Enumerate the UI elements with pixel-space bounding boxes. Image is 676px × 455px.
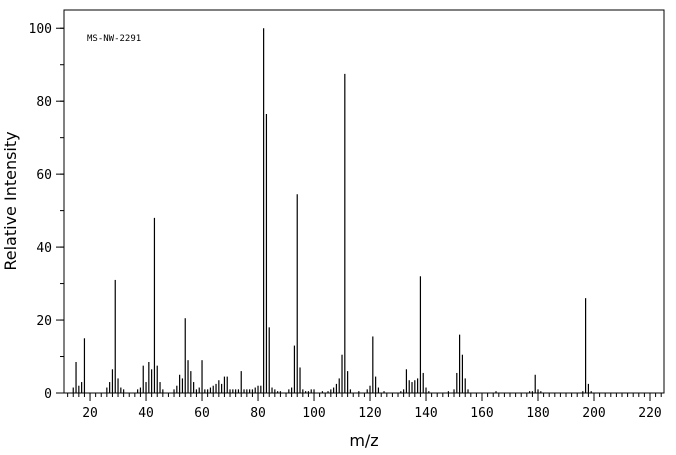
y-tick-label: 0 (44, 387, 52, 402)
annotation: MS-NW-2291 (87, 34, 141, 44)
x-tick-label: 20 (82, 406, 98, 421)
x-tick-label: 100 (302, 406, 325, 421)
x-tick-label: 180 (526, 406, 549, 421)
y-axis-title: Relative Intensity (1, 131, 20, 270)
x-tick-label: 60 (194, 406, 210, 421)
y-tick-label: 20 (36, 314, 52, 329)
y-tick-label: 100 (29, 22, 52, 37)
y-tick-label: 80 (36, 95, 52, 110)
y-tick-label: 40 (36, 241, 52, 256)
x-tick-label: 220 (638, 406, 661, 421)
x-tick-label: 120 (358, 406, 381, 421)
x-axis-title: m/z (349, 431, 378, 450)
y-tick-label: 60 (36, 168, 52, 183)
x-tick-label: 40 (138, 406, 154, 421)
x-tick-label: 80 (250, 406, 266, 421)
x-tick-label: 200 (582, 406, 605, 421)
x-tick-label: 160 (470, 406, 493, 421)
x-tick-label: 140 (414, 406, 437, 421)
